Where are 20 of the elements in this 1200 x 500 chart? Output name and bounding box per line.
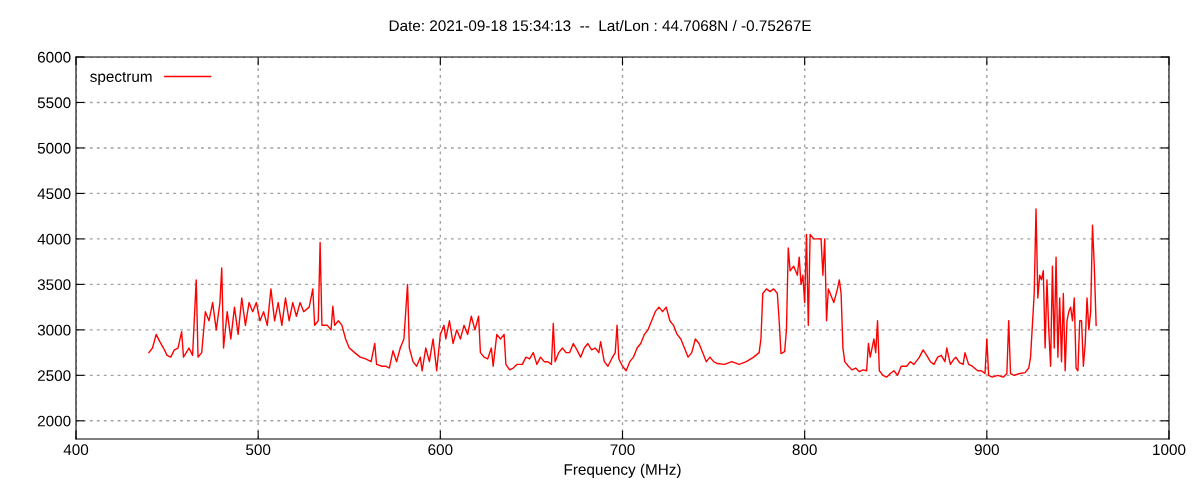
y-tick-label: 2000	[37, 415, 71, 427]
y-tick-label: 4500	[37, 188, 71, 200]
legend-label: spectrum	[90, 71, 152, 85]
x-tick-label: 400	[63, 444, 89, 456]
y-tick-label: 6000	[37, 51, 71, 63]
chart-title: Date: 2021-09-18 15:34:13 -- Lat/Lon : 44.7068N / -0.75267E	[389, 19, 811, 32]
y-tick-label: 5000	[37, 142, 71, 154]
line-series	[148, 208, 1097, 378]
x-tick-label: 800	[792, 444, 817, 456]
x-axis-title: Frequency (MHz)	[564, 463, 681, 478]
x-tick-label: 600	[428, 444, 453, 456]
y-tick-label: 3500	[37, 279, 71, 291]
x-tick-label: 1000	[1153, 444, 1186, 456]
y-tick-label: 4000	[37, 233, 71, 245]
x-tick-label: 700	[610, 444, 635, 456]
x-tick-label: 500	[246, 444, 271, 456]
y-tick-label: 3000	[37, 324, 71, 336]
x-tick-label: 900	[974, 444, 999, 456]
y-tick-label: 5500	[37, 97, 71, 109]
y-tick-label: 2500	[37, 370, 71, 382]
